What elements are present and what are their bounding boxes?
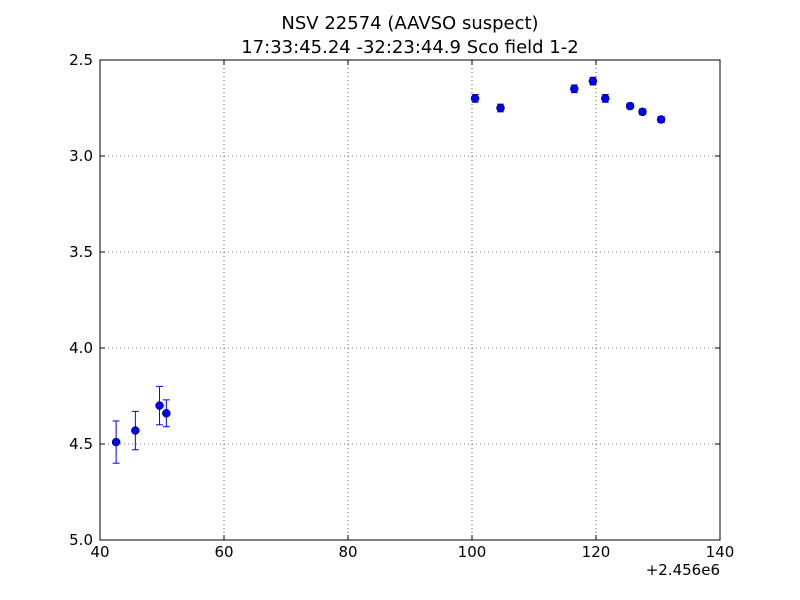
data-point (470, 94, 480, 103)
data-point (496, 103, 505, 113)
plot-frame (99, 59, 721, 541)
data-point (155, 401, 164, 410)
y-tick-label: 4.0 (69, 339, 93, 357)
x-offset-label: +2.456e6 (646, 561, 720, 579)
axis-ticks: 40 60 80 100 120 140 2.5 3.0 3.5 4.0 4.5 5.0 (69, 51, 734, 561)
data-points (111, 76, 666, 464)
x-tick-label: 140 (706, 543, 735, 561)
x-tick-label: 100 (458, 543, 487, 561)
grid-lines (100, 60, 720, 540)
x-tick-label: 40 (90, 543, 109, 561)
y-tick-label: 5.0 (69, 531, 93, 549)
data-point (625, 101, 635, 111)
x-tick-label: 80 (338, 543, 357, 561)
data-point (588, 76, 598, 86)
y-tick-label: 3.5 (69, 243, 93, 261)
data-point (162, 409, 171, 418)
data-point (131, 426, 140, 435)
y-tick-label: 4.5 (69, 435, 93, 453)
data-point (111, 437, 121, 447)
y-tick-label: 2.5 (69, 51, 93, 69)
x-tick-label: 60 (214, 543, 233, 561)
chart-subtitle: 17:33:45.24 -32:23:44.9 Sco field 1-2 (241, 37, 578, 58)
y-tick-label: 3.0 (69, 147, 93, 165)
chart-title: NSV 22574 (AAVSO suspect) (281, 13, 538, 34)
data-point (656, 115, 666, 124)
data-point (638, 107, 647, 117)
data-point (601, 94, 610, 103)
data-point (570, 84, 579, 94)
x-tick-label: 120 (582, 543, 611, 561)
